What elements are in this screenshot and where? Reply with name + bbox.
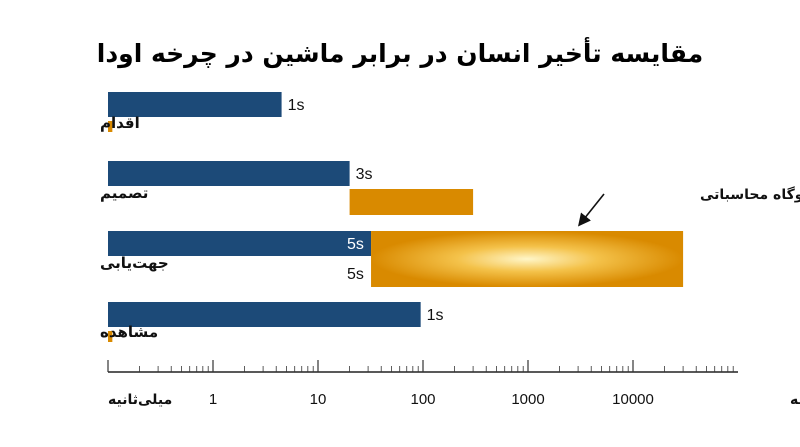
data-label: 5s (347, 236, 364, 253)
category-label: تصمیم (100, 184, 148, 202)
annotation-arrow (578, 193, 605, 227)
bar-human (108, 231, 372, 256)
bar-human (108, 302, 421, 327)
bar-machine (108, 121, 113, 132)
bar-machine (371, 231, 684, 287)
x-tick-label: 1 (209, 391, 217, 408)
category-labels: اقدام تصمیم جهت‌یابی مشاهده (100, 114, 169, 341)
category-label: جهت‌یابی (100, 254, 169, 272)
x-unit-left: میلی‌ثانیه (108, 392, 172, 408)
data-label: 1s (427, 307, 444, 324)
bar-machine (108, 331, 113, 342)
annotation-group: گلوگاه محاسباتی (578, 186, 800, 227)
bar-human (108, 161, 350, 186)
x-axis-ticks: 1 10 100 1000 10000 (107, 360, 734, 408)
x-unit-right: ثانیه/دقیقه (790, 392, 800, 408)
x-tick-label: 100 (410, 391, 435, 408)
data-label: 1s (288, 97, 305, 114)
annotation-label: گلوگاه محاسباتی (700, 186, 800, 203)
category-label: مشاهده (100, 323, 158, 341)
chart-title: مقایسه تأخیر انسان در برابر ماشین در چرخ… (97, 37, 703, 69)
bars-group: 1s 3s 5s 5s 1s (108, 92, 684, 342)
data-label: 5s (347, 266, 364, 283)
bar-human (108, 92, 282, 117)
x-tick-label: 1000 (511, 391, 544, 408)
x-tick-label: 10000 (612, 391, 654, 408)
category-label: اقدام (100, 114, 140, 132)
x-tick-label: 10 (310, 391, 327, 408)
bar-machine (349, 189, 474, 215)
data-label: 3s (356, 166, 373, 183)
